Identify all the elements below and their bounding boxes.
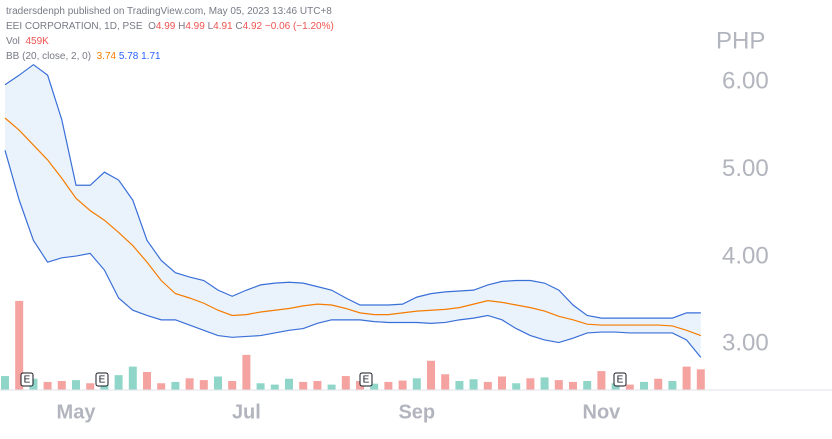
volume-bar (696, 369, 705, 390)
volume-bar (242, 354, 251, 390)
x-tick-label: Sep (398, 401, 435, 423)
vol-line: Vol 459K (6, 34, 334, 49)
volume-bar (554, 380, 563, 390)
ohlc-value: 4.92 (242, 21, 263, 32)
ohlc-label: L (207, 21, 214, 32)
unit-label: PHP (716, 27, 765, 54)
x-tick-label: May (57, 401, 97, 423)
vol-label: Vol (6, 36, 20, 47)
volume-bar (398, 380, 407, 390)
volume-bar (512, 383, 521, 390)
volume-bar (157, 383, 166, 390)
x-tick-label: Jul (232, 401, 261, 423)
volume-bar (15, 300, 24, 390)
y-tick-label: 5.00 (722, 155, 769, 182)
volume-bar (427, 360, 435, 390)
volume-bar (1, 376, 9, 390)
volume-bar (526, 378, 535, 390)
symbol-line: EEI CORPORATION, 1D, PSE O4.99 H4.99 L4.… (6, 19, 334, 34)
volume-bar (327, 384, 336, 390)
volume-bar (611, 383, 620, 390)
x-tick-label: Nov (583, 401, 622, 423)
volume-bar (668, 381, 677, 390)
volume-bar (171, 381, 180, 390)
event-box (20, 372, 34, 387)
volume-bar (185, 378, 194, 390)
volume-bar (256, 383, 265, 390)
band-fill (5, 64, 701, 358)
event-label: E (24, 375, 31, 386)
series-line (4, 63, 701, 319)
volume-bar (43, 381, 52, 390)
bb-label: BB (20, close, 2, 0) (6, 51, 92, 62)
volume-bar (455, 381, 464, 390)
volume-bar (583, 381, 592, 390)
volume-bar (370, 383, 379, 390)
vol-value: 459K (25, 36, 49, 47)
ohlc-label: H (178, 21, 186, 32)
volume-bar (469, 379, 478, 390)
volume-bar (199, 380, 208, 390)
event-box (359, 372, 373, 387)
event-label: E (99, 375, 106, 386)
y-tick-label: 4.00 (722, 242, 769, 269)
ohlc-label: C (235, 21, 243, 32)
volume-bar (640, 381, 648, 390)
volume-bar (569, 381, 577, 390)
series-line (4, 117, 702, 337)
event-label: E (617, 375, 624, 386)
volume-bar (299, 381, 308, 390)
bb-line: BB (20, close, 2, 0) 3.74 5.78 1.71 (6, 49, 334, 64)
event-label: E (363, 375, 370, 386)
volume-bar (128, 366, 137, 390)
volume-bar (625, 384, 634, 390)
volume-bar (412, 378, 421, 390)
bb-value: 1.71 (141, 51, 161, 62)
volume-bar (72, 380, 80, 390)
series-line (4, 150, 702, 358)
bb-value: 5.78 (118, 51, 139, 62)
event-box (95, 372, 109, 387)
volume-bar (114, 375, 123, 390)
volume-bar (483, 381, 492, 390)
volume-bar (682, 366, 691, 390)
volume-bar (341, 376, 350, 390)
ohlc-value: 4.99 (185, 21, 205, 32)
ohlc-label: O (148, 21, 156, 32)
volume-bar (654, 378, 663, 390)
published: tradersdenph published on TradingView.co… (6, 6, 332, 17)
volume-bar (384, 381, 393, 390)
volume-bar (57, 381, 66, 390)
volume-bar (86, 383, 95, 390)
header: tradersdenph published on TradingView.co… (6, 4, 334, 64)
ohlc-value: 4.99 (155, 21, 176, 32)
volume-bar (143, 372, 151, 390)
event-box (613, 372, 627, 387)
ohlc-value: 4.91 (213, 21, 233, 32)
volume-bar (540, 377, 549, 390)
volume-bar (313, 381, 322, 390)
change: −0.06 (−1.20%) (264, 21, 334, 32)
symbol: EEI CORPORATION, 1D, PSE (6, 21, 143, 32)
volume-bar (270, 384, 279, 390)
y-tick-label: 6.00 (722, 68, 769, 95)
volume-bar (597, 371, 606, 390)
volume-bar (498, 376, 506, 390)
bb-value: 3.74 (96, 51, 117, 62)
volume-bar (214, 376, 222, 390)
volume-bar (228, 381, 237, 390)
y-tick-label: 3.00 (722, 330, 769, 357)
volume-bar (285, 378, 293, 390)
volume-bar (441, 374, 450, 390)
